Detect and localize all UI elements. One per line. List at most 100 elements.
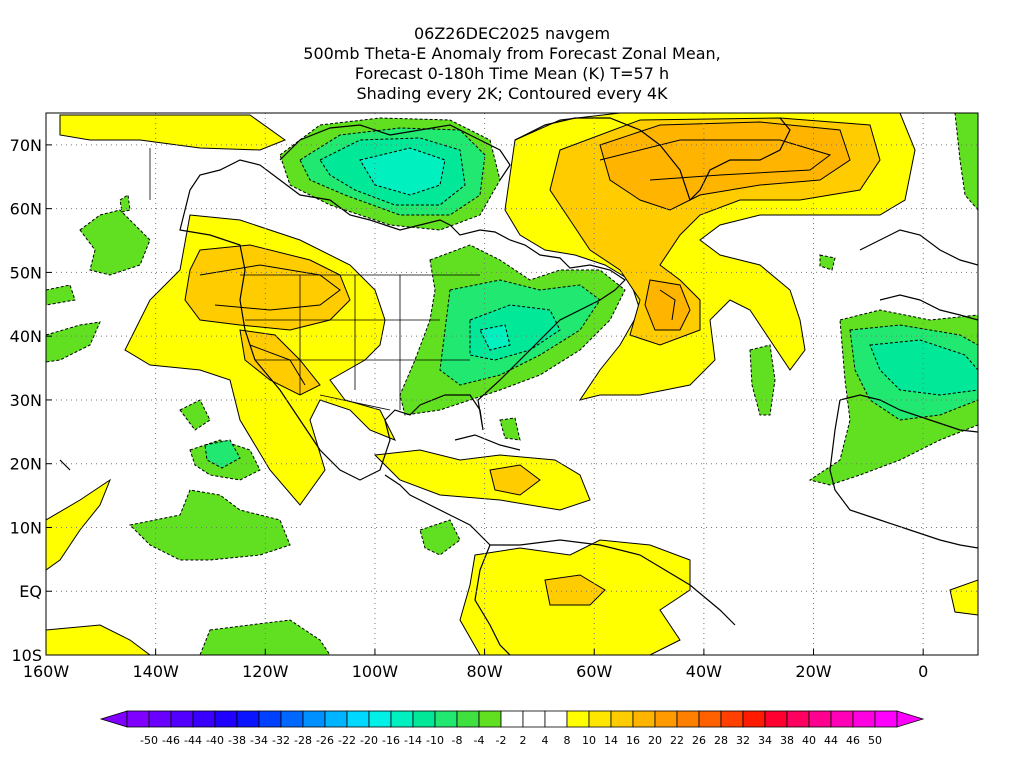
colorbar-label: -50 [140, 734, 158, 747]
colorbar-label: -8 [452, 734, 463, 747]
colorbar-swatch [346, 710, 370, 728]
colorbar-label: -32 [272, 734, 290, 747]
lat-label: 20N [10, 455, 42, 474]
colorbar-swatch [456, 710, 480, 728]
colorbar-label: -26 [316, 734, 334, 747]
colorbar-swatch [610, 710, 634, 728]
title-line-3: Forecast 0-180h Time Mean (K) T=57 h [354, 64, 670, 83]
lon-label: 0 [918, 662, 928, 681]
colorbar-swatch [742, 710, 766, 728]
lon-label: 60W [576, 662, 612, 681]
colorbar-swatch [324, 710, 348, 728]
colorbar-swatch [412, 710, 436, 728]
colorbar-labels: -50 -46 -44 -40 -38 -34 -32 -28 -26 -22 -20 -16 -14-… [140, 734, 882, 747]
colorbar-swatch [302, 710, 326, 728]
title-line-4: Shading every 2K; Contoured every 4K [356, 84, 668, 103]
lat-label: EQ [19, 582, 42, 601]
coastlines [59, 117, 978, 655]
colorbar-swatch [280, 710, 304, 728]
colorbar-label: 16 [626, 734, 640, 747]
colorbar-max-arrow [896, 710, 925, 728]
colorbar-swatch [720, 710, 744, 728]
strong-negative-anomaly-shading [204, 127, 978, 469]
colorbar-swatch [786, 710, 810, 728]
colorbar-label: -38 [228, 734, 246, 747]
colorbar-swatch [632, 710, 656, 728]
colorbar-swatch [874, 710, 898, 728]
lat-label: 10S [11, 646, 42, 665]
colorbar-label: -44 [184, 734, 202, 747]
colorbar-label: 14 [604, 734, 618, 747]
colorbar-label: 40 [802, 734, 816, 747]
colorbar-label: -28 [294, 734, 312, 747]
colorbar-swatch [676, 710, 700, 728]
map-plot-area [46, 113, 978, 655]
strong-positive-anomaly-shading [184, 117, 881, 606]
lon-label: 160W [23, 662, 70, 681]
lat-label: 60N [10, 200, 42, 219]
colorbar-swatch [500, 710, 524, 728]
lon-label: 20W [795, 662, 831, 681]
colorbar-label: 10 [582, 734, 596, 747]
colorbar-label: 32 [736, 734, 750, 747]
map-frame [45, 112, 979, 656]
lon-label: 80W [466, 662, 502, 681]
colorbar-swatch [522, 710, 546, 728]
title-line-2: 500mb Theta-E Anomaly from Forecast Zona… [303, 44, 721, 63]
colorbar-label: -20 [360, 734, 378, 747]
lon-label: 120W [242, 662, 289, 681]
colorbar-label: -14 [404, 734, 422, 747]
lat-label: 70N [10, 136, 42, 155]
colorbar-swatch [544, 710, 568, 728]
lat-label: 40N [10, 327, 42, 346]
colorbar [99, 710, 925, 728]
colorbar-label: 38 [780, 734, 794, 747]
colorbar-swatch [808, 710, 832, 728]
colorbar-swatch [588, 710, 612, 728]
lat-label: 50N [10, 263, 42, 282]
colorbar-swatch [126, 710, 150, 728]
colorbar-label: 2 [520, 734, 527, 747]
colorbar-label: -4 [474, 734, 485, 747]
colorbar-swatch [764, 710, 788, 728]
longitude-axis: 160W 140W 120W 100W 80W 60W 40W 20W 0 [23, 649, 928, 681]
lon-label: 140W [132, 662, 179, 681]
colorbar-swatch [390, 710, 414, 728]
colorbar-swatch [148, 710, 172, 728]
colorbar-label: 22 [670, 734, 684, 747]
colorbar-swatch [566, 710, 590, 728]
colorbar-label: 20 [648, 734, 662, 747]
colorbar-label: -22 [338, 734, 356, 747]
colorbar-swatch [654, 710, 678, 728]
colorbar-label: 50 [868, 734, 882, 747]
colorbar-label: 26 [692, 734, 706, 747]
colorbar-swatch [478, 710, 502, 728]
colorbar-swatch [170, 710, 194, 728]
colorbar-swatch [214, 710, 238, 728]
lat-label: 10N [10, 518, 42, 537]
political-borders [149, 148, 480, 411]
lat-label: 30N [10, 391, 42, 410]
lon-label: 100W [352, 662, 399, 681]
colorbar-label: 4 [542, 734, 549, 747]
colorbar-label: -34 [250, 734, 268, 747]
colorbar-swatch [236, 710, 260, 728]
colorbar-label: -10 [426, 734, 444, 747]
lat-lon-grid [46, 113, 978, 655]
colorbar-label: -2 [496, 734, 507, 747]
colorbar-swatch [368, 710, 392, 728]
colorbar-label: -16 [382, 734, 400, 747]
colorbar-min-arrow [99, 710, 128, 728]
colorbar-swatch [852, 710, 876, 728]
colorbar-label: 34 [758, 734, 772, 747]
lon-label: 40W [686, 662, 722, 681]
colorbar-swatch [192, 710, 216, 728]
colorbar-swatch [830, 710, 854, 728]
title-line-1: 06Z26DEC2025 navgem [413, 24, 611, 43]
colorbar-label: -40 [206, 734, 224, 747]
colorbar-label: 8 [564, 734, 571, 747]
colorbar-label: 44 [824, 734, 838, 747]
colorbar-label: 28 [714, 734, 728, 747]
colorbar-swatch [698, 710, 722, 728]
